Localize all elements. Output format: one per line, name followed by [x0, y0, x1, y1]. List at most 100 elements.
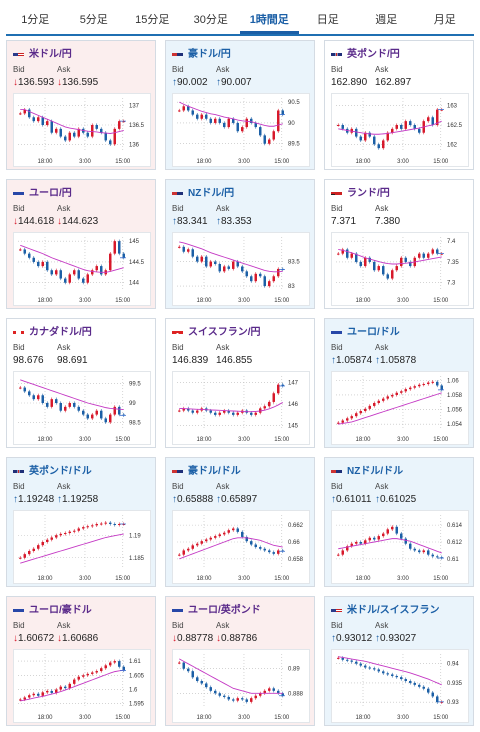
candle	[341, 550, 344, 555]
ask-value: ↑83.353	[216, 216, 252, 227]
currency-card[interactable]: 豪ドル/円 Bid Ask ↑90.002 ↑90.007 90.5 90 89.5 18:00…	[165, 40, 315, 170]
candle	[350, 660, 353, 662]
candle	[73, 403, 76, 407]
tab-monthly[interactable]: 月足	[433, 14, 456, 26]
pair-name[interactable]: 米ドル/スイスフラン	[347, 604, 440, 616]
pair-name[interactable]: ユーロ/ドル	[347, 326, 400, 338]
pair-name[interactable]: ユーロ/豪ドル	[29, 604, 92, 616]
pair-name[interactable]: 英ポンド/円	[347, 48, 400, 60]
bid-value: ↓144.618	[13, 216, 54, 227]
ca-flag-icon	[13, 326, 24, 334]
bid-number: 0.93012	[336, 633, 373, 644]
currency-card[interactable]: カナダドル/円 Bid Ask 98.676 98.691 99.5 99 98.5 18:00…	[6, 318, 156, 448]
candlestick-chart[interactable]: 7.4 7.35 7.3 18:00 3:00 15:00	[331, 232, 469, 306]
au-flag-icon	[172, 48, 183, 56]
candlestick-chart[interactable]: 147 146 145 18:00 3:00 15:00	[172, 371, 310, 445]
candle	[23, 109, 26, 114]
bid-number: 90.002	[177, 77, 208, 88]
pair-name[interactable]: ランド/円	[347, 187, 390, 199]
candle	[64, 136, 67, 141]
candle	[436, 109, 439, 125]
currency-card[interactable]: NZドル/円 Bid Ask ↑83.341 ↑83.353 83.5 83 18:00 3:0…	[165, 179, 315, 309]
y-tick-label: 0.61	[447, 557, 459, 563]
pair-name[interactable]: NZドル/ドル	[347, 465, 404, 477]
currency-card[interactable]: ランド/円 Bid Ask 7.371 7.380 7.4 7.35 7.3 18:00 3:00…	[324, 179, 474, 309]
candlestick-chart[interactable]: 1.61 1.605 1.6 1.595 18:00 3:00 15:00	[13, 649, 151, 723]
candlestick-chart[interactable]: 1.19 1.185 18:00 3:00 15:00	[13, 510, 151, 584]
ask-number: 146.855	[216, 355, 253, 366]
timeframe-tabs: 1分足 5分足 15分足 30分足 1時間足 日足 週足 月足	[6, 6, 474, 36]
candle	[400, 677, 403, 680]
y-tick-label: 144.5	[129, 260, 145, 266]
pair-name[interactable]: スイスフラン/円	[188, 326, 261, 338]
currency-card[interactable]: 豪ドル/ドル Bid Ask ↑0.65888 ↑0.65897 0.662 0.66 0.6…	[165, 457, 315, 587]
x-tick-label: 3:00	[238, 159, 250, 165]
currency-card[interactable]: ユーロ/豪ドル Bid Ask ↓1.60672 ↓1.60686 1.61 1.605 1.…	[6, 596, 156, 726]
currency-card[interactable]: ユーロ/英ポンド Bid Ask ↓0.88778 ↓0.88786 0.89 0.888 1…	[165, 596, 315, 726]
candlestick-chart[interactable]: 90.5 90 89.5 18:00 3:00 15:00	[172, 93, 310, 167]
candlestick-chart[interactable]: 99.5 99 98.5 18:00 3:00 15:00	[13, 371, 151, 445]
candlestick-chart[interactable]: 0.94 0.935 0.93 18:00 3:00 15:00	[331, 649, 469, 723]
candle	[400, 533, 403, 539]
pair-name[interactable]: 豪ドル/ドル	[188, 465, 241, 477]
candle	[86, 526, 89, 528]
candle	[431, 692, 434, 697]
y-tick-label: 1.19	[129, 533, 141, 539]
candle	[59, 128, 62, 137]
pair-name[interactable]: 豪ドル/円	[188, 48, 231, 60]
y-tick-label: 144	[129, 281, 140, 287]
y-tick-label: 0.935	[447, 681, 463, 687]
ask-label: Ask	[375, 482, 389, 491]
candlestick-chart[interactable]: 163 162.5 162 18:00 3:00 15:00	[331, 93, 469, 167]
x-tick-label: 3:00	[397, 159, 409, 165]
bid-number: 0.61011	[336, 494, 372, 505]
tab-15min[interactable]: 15分足	[135, 14, 170, 26]
x-tick-label: 3:00	[238, 298, 250, 304]
candle	[196, 410, 199, 413]
tab-5min[interactable]: 5分足	[79, 14, 108, 26]
candle	[259, 547, 262, 549]
candle	[28, 109, 31, 118]
pair-name[interactable]: NZドル/円	[188, 187, 235, 199]
pair-name[interactable]: ユーロ/英ポンド	[188, 604, 261, 616]
candlestick-chart[interactable]: 137 136.5 136 18:00 3:00 15:00	[13, 93, 151, 167]
candle	[68, 531, 71, 533]
candle	[113, 524, 116, 525]
tab-weekly[interactable]: 週足	[375, 14, 398, 26]
pair-name[interactable]: ユーロ/円	[29, 187, 72, 199]
candlestick-chart[interactable]: 145 144.5 144 18:00 3:00 15:00	[13, 232, 151, 306]
currency-card[interactable]: NZドル/ドル Bid Ask ↑0.61011 ↑0.61025 0.614 0.612 0…	[324, 457, 474, 587]
candle	[82, 410, 85, 415]
currency-card[interactable]: スイスフラン/円 Bid Ask 146.839 146.855 147 146 145 18:…	[165, 318, 315, 448]
tab-daily[interactable]: 日足	[316, 14, 339, 26]
pair-name[interactable]: 英ポンド/ドル	[29, 465, 92, 477]
candlestick-chart[interactable]: 0.614 0.612 0.61 18:00 3:00 15:00	[331, 510, 469, 584]
candlestick-chart[interactable]: 0.662 0.66 0.658 18:00 3:00 15:00	[172, 510, 310, 584]
candle	[355, 542, 358, 544]
candle	[386, 132, 389, 141]
tab-30min[interactable]: 30分足	[193, 14, 228, 26]
x-tick-label: 15:00	[274, 715, 290, 721]
currency-card[interactable]: 英ポンド/円 Bid Ask 162.890 162.897 163 162.5 162 18:…	[324, 40, 474, 170]
tab-1hour[interactable]: 1時間足	[240, 6, 299, 34]
candle	[28, 695, 31, 698]
card-header: NZドル/円	[172, 184, 235, 199]
tab-1min[interactable]: 1分足	[21, 14, 50, 26]
ask-number: 83.353	[221, 216, 252, 227]
pair-name[interactable]: 米ドル/円	[29, 48, 72, 60]
candlestick-chart[interactable]: 0.89 0.888 18:00 3:00 15:00	[172, 649, 310, 723]
currency-card[interactable]: 米ドル/円 Bid Ask ↓136.593 ↓136.595 137 136.5 136 18…	[6, 40, 156, 170]
candle	[122, 253, 125, 258]
currency-card[interactable]: 米ドル/スイスフラン Bid Ask ↑0.93012 ↑0.93027 0.94 0.93…	[324, 596, 474, 726]
candle	[50, 270, 53, 275]
y-tick-label: 1.056	[447, 408, 463, 414]
pair-name[interactable]: カナダドル/円	[29, 326, 92, 338]
currency-card[interactable]: ユーロ/円 Bid Ask ↓144.618 ↓144.623 145 144.5 144 18…	[6, 179, 156, 309]
candle	[59, 686, 62, 690]
candle	[346, 659, 349, 661]
candlestick-chart[interactable]: 83.5 83 18:00 3:00 15:00	[172, 232, 310, 306]
candle	[241, 266, 244, 272]
currency-card[interactable]: 英ポンド/ドル Bid Ask ↑1.19248 ↑1.19258 1.19 1.185 18…	[6, 457, 156, 587]
currency-card[interactable]: ユーロ/ドル Bid Ask ↑1.05874 ↑1.05878 1.06 1.058 1.0…	[324, 318, 474, 448]
candlestick-chart[interactable]: 1.06 1.058 1.056 1.054 18:00 3:00 15:00	[331, 371, 469, 445]
